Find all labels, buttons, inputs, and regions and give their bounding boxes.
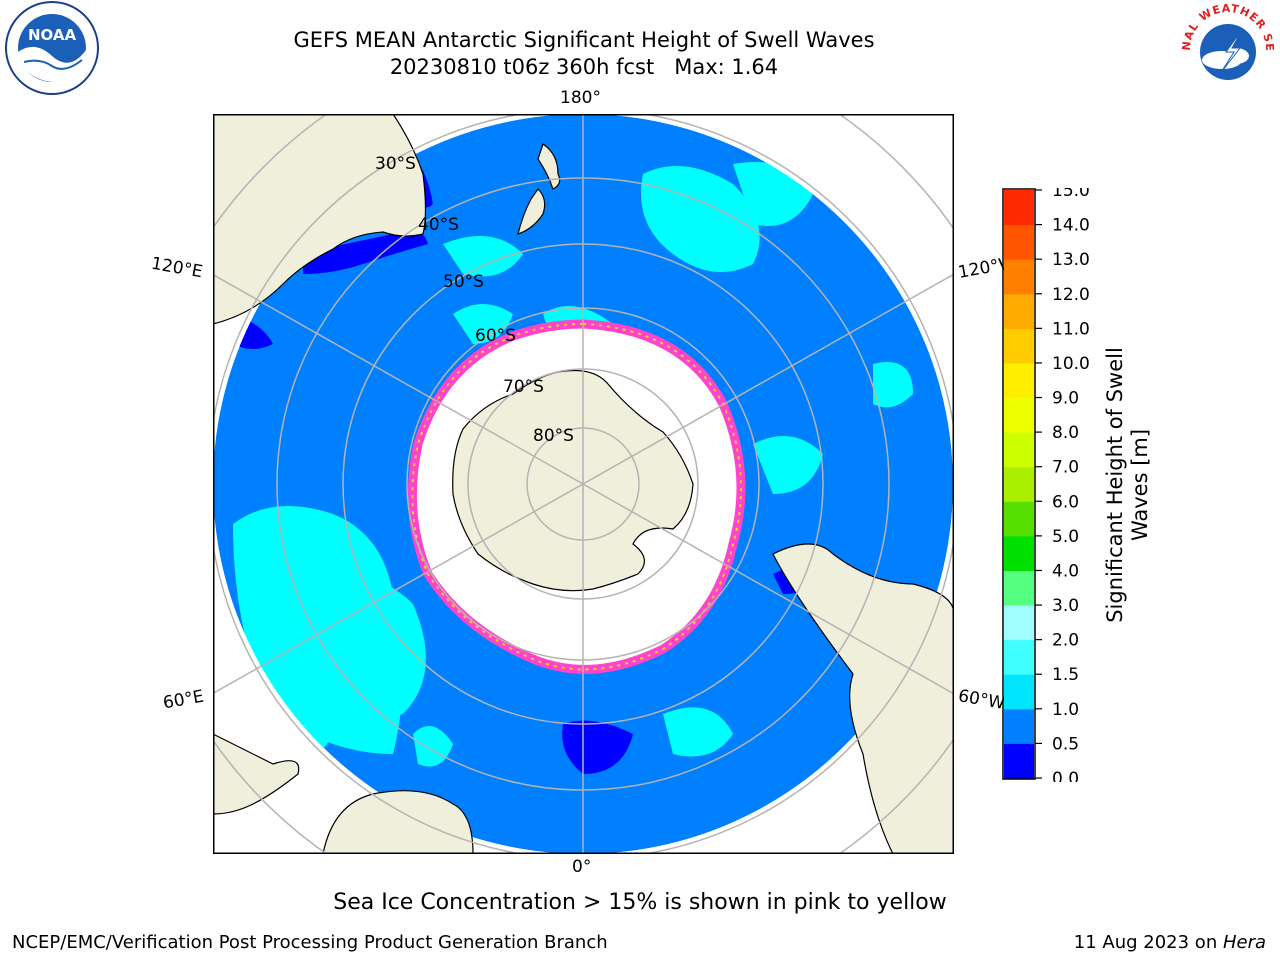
lon-label-bottom: 0° xyxy=(572,857,592,877)
colorbar-segment xyxy=(1004,432,1034,468)
noaa-logo: NOAA xyxy=(5,1,99,95)
latitude-labels: 30°S 40°S 50°S 60°S 70°S 80°S xyxy=(375,154,574,446)
land-masses xyxy=(213,114,954,854)
colorbar-label-line1: Significant Height of Swell xyxy=(1103,347,1127,623)
colorbar-tick-label: 4.0 xyxy=(1052,561,1079,581)
footer-credit: NCEP/EMC/Verification Post Processing Pr… xyxy=(12,932,608,953)
lat-label: 60°S xyxy=(475,326,516,346)
colorbar-segment xyxy=(1004,397,1034,433)
sea-ice-edge-yellow xyxy=(411,322,742,671)
colorbar-tick-label: 0.5 xyxy=(1052,734,1079,754)
noaa-logo-text: NOAA xyxy=(28,26,77,44)
colorbar-segments xyxy=(1004,190,1034,779)
lat-label: 50°S xyxy=(443,272,484,292)
colorbar-tick-label: 12.0 xyxy=(1052,285,1090,305)
map-border xyxy=(213,114,954,854)
lon-label-lower-left: 60°E xyxy=(161,686,206,714)
polar-map: 30°S 40°S 50°S 60°S 70°S 80°S xyxy=(213,114,954,854)
graticule xyxy=(213,114,954,854)
colorbar-tick-label: 11.0 xyxy=(1052,319,1090,339)
lon-label-lower-right: 60°W xyxy=(956,686,1007,714)
colorbar-label-line2: Waves [m] xyxy=(1128,429,1152,541)
lon-label-upper-left: 120°E xyxy=(149,253,205,283)
colorbar-segment xyxy=(1004,293,1034,329)
lon-label-top: 180° xyxy=(560,88,601,108)
colorbar-border xyxy=(1002,188,1036,780)
colorbar-tick-label: 5.0 xyxy=(1052,527,1079,547)
colorbar-segment xyxy=(1004,535,1034,571)
sea-ice-caption: Sea Ice Concentration > 15% is shown in … xyxy=(333,890,947,915)
colorbar-segment xyxy=(1004,605,1034,641)
map-title: GEFS MEAN Antarctic Significant Height o… xyxy=(293,28,875,52)
colorbar-tick-label: 2.0 xyxy=(1052,631,1079,651)
colorbar-tick-label: 6.0 xyxy=(1052,492,1079,512)
footer-machine: Hera xyxy=(1222,932,1266,953)
colorbar-tick-label: 0.0 xyxy=(1052,769,1079,782)
lat-label: 80°S xyxy=(533,426,574,446)
colorbar-tick-label: 14.0 xyxy=(1052,216,1090,236)
colorbar-segment xyxy=(1004,708,1034,744)
colorbar-segment xyxy=(1004,639,1034,675)
colorbar-tick-label: 9.0 xyxy=(1052,389,1079,409)
colorbar-tick-label: 1.0 xyxy=(1052,700,1079,720)
nws-logo: NATIONAL WEATHER SERVICE xyxy=(1176,0,1275,94)
colorbar-tick-label: 1.5 xyxy=(1052,665,1079,685)
colorbar-segment xyxy=(1004,259,1034,295)
colorbar-segment xyxy=(1004,224,1034,260)
footer-date: 11 Aug 2023 on Hera xyxy=(1074,932,1266,953)
colorbar-segment xyxy=(1004,328,1034,364)
colorbar-segment xyxy=(1004,362,1034,399)
new-zealand xyxy=(517,143,561,235)
colorbar-segment xyxy=(1004,570,1034,606)
colorbar-tick-label: 3.0 xyxy=(1052,596,1079,616)
colorbar-segment xyxy=(1004,466,1034,502)
colorbar-segment xyxy=(1004,501,1034,537)
colorbar: 0.0 0.5 1.0 1.5 2.0 3.0 4.0 5.0 6.0 7.0 8.0 9.0 10.0… xyxy=(1002,188,1152,782)
colorbar-segment xyxy=(1004,743,1034,779)
colorbar-tick-label: 15.0 xyxy=(1052,188,1090,201)
colorbar-segment xyxy=(1004,190,1034,226)
lat-label: 40°S xyxy=(418,215,459,235)
colorbar-tick-label: 13.0 xyxy=(1052,250,1090,270)
map-subtitle: 20230810 t06z 360h fcst Max: 1.64 xyxy=(389,55,779,79)
colorbar-tick-label: 8.0 xyxy=(1052,423,1079,443)
lat-label: 70°S xyxy=(503,377,544,397)
colorbar-tick-label: 7.0 xyxy=(1052,458,1079,478)
antarctica xyxy=(452,369,694,592)
lat-label: 30°S xyxy=(375,154,416,174)
colorbar-ticks: 0.0 0.5 1.0 1.5 2.0 3.0 4.0 5.0 6.0 7.0 8.0 9.0 10.0… xyxy=(1035,188,1090,782)
colorbar-tick-label: 10.0 xyxy=(1052,354,1090,374)
footer-date-text: 11 Aug 2023 on xyxy=(1073,932,1223,953)
colorbar-segment xyxy=(1004,674,1034,710)
